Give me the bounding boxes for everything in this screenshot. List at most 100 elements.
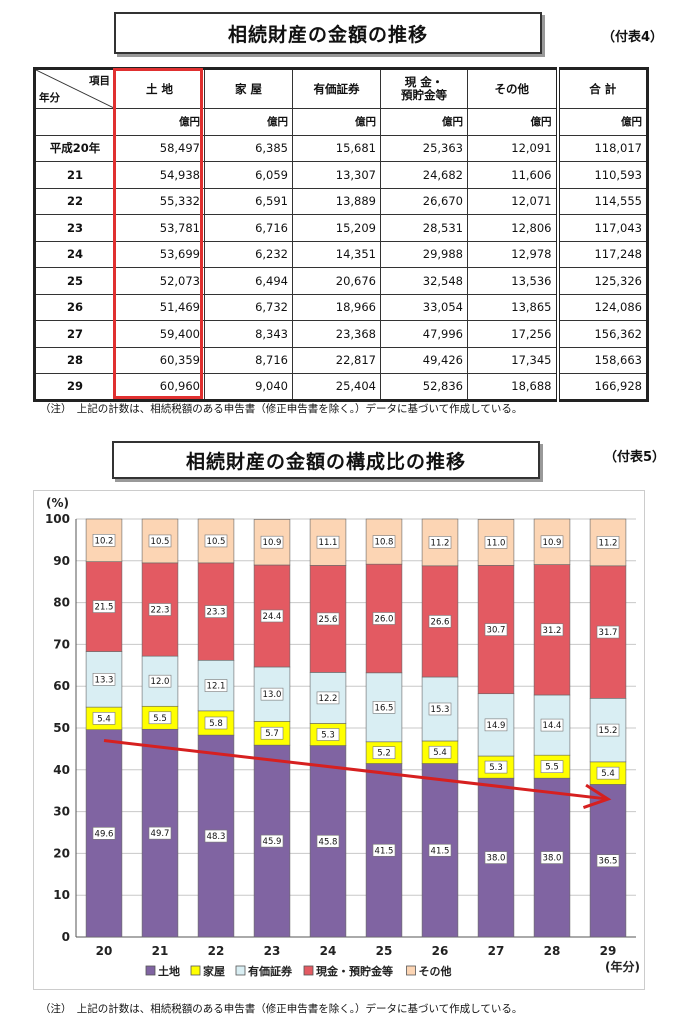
year-cell: 21 [34,161,115,189]
data-label: 10.5 [151,537,170,547]
unit-cell: 億円 [114,108,205,136]
data-label-box [540,535,564,549]
legend-label: 現金・預貯金等 [316,964,393,978]
value-cell: 125,326 [555,267,648,295]
unit-cell-empty [34,108,115,136]
legend-label: 土地 [158,964,180,978]
data-label: 15.3 [431,705,450,715]
value-cell: 8,343 [204,320,293,348]
data-label: 41.5 [431,846,450,856]
data-label-box [428,745,452,759]
data-label-box [92,712,116,725]
data-label-box [316,728,340,741]
inheritance-amount-table: 項目 年分 土 地 家 屋 有価証券 現 金・ 預貯金等 その他 合 計 億円 … [33,67,649,402]
data-label-box [540,851,564,864]
data-label-box [596,625,620,639]
data-label: 13.3 [95,675,114,685]
year-cell: 29 [34,373,115,401]
data-label-box [260,726,284,740]
col-header-total: 合 計 [555,68,648,109]
data-label: 16.5 [375,703,394,713]
value-cell: 166,928 [555,373,648,401]
data-label: 5.3 [489,763,503,773]
col-header-land: 土 地 [114,68,205,109]
value-cell: 53,699 [114,240,205,268]
value-cell: 124,086 [555,293,648,321]
table-header-row: 項目 年分 土 地 家 屋 有価証券 現 金・ 預貯金等 その他 合 計 [34,68,648,109]
x-tick-label: 27 [488,944,505,958]
unit-cell: 億円 [204,108,293,136]
value-cell: 32,548 [380,267,468,295]
data-label-box [204,605,228,618]
data-label-box [428,615,452,628]
value-cell: 49,426 [380,346,468,374]
unit-cell: 億円 [292,108,381,136]
value-cell: 28,531 [380,214,468,242]
value-cell: 58,497 [114,134,205,162]
year-cell: 23 [34,214,115,242]
value-cell: 9,040 [204,373,293,401]
chart-ref-label: （付表5） [604,450,666,465]
year-cell: 平成20年 [34,134,115,162]
data-label: 11.2 [599,538,618,548]
corner-item-label: 項目 [89,75,110,87]
unit-row: 億円 億円 億円 億円 億円 億円 [34,108,648,136]
table-row: 23 53,781 6,716 15,209 28,531 12,806 117,043 [34,214,648,242]
x-tick-label: 24 [320,944,337,958]
value-cell: 6,232 [204,240,293,268]
data-label-box [484,760,508,774]
data-label: 15.2 [599,726,618,736]
data-label-box [260,535,284,549]
value-cell: 156,362 [555,320,648,348]
y-axis-label: (%) [46,496,69,510]
data-label-box [428,843,452,857]
data-label: 11.0 [487,538,506,548]
data-label: 5.4 [601,769,615,779]
value-cell: 17,256 [467,320,558,348]
data-label-box [204,534,228,548]
table-row: 27 59,400 8,343 23,368 47,996 17,256 156,362 [34,320,648,348]
col-header-building: 家 屋 [204,68,293,109]
data-label-box [148,674,172,688]
y-tick-label: 30 [53,805,70,819]
legend-swatch [406,965,416,976]
x-axis-label: (年分) [605,959,640,974]
table-note: （注） 上記の計数は、相続税額のある申告書（修正申告書を除く。）データに基づいて… [40,403,523,415]
y-tick-label: 60 [53,679,70,693]
data-label: 5.7 [265,729,279,739]
data-label: 24.4 [263,612,282,622]
value-cell: 14,351 [292,240,381,268]
value-cell: 33,054 [380,293,468,321]
data-label-box [316,834,340,848]
data-label-box [484,623,508,636]
value-cell: 13,536 [467,267,558,295]
data-label-box [204,679,228,692]
data-label-box [260,834,284,848]
data-label-box [372,746,396,759]
y-tick-label: 80 [53,596,70,610]
data-label: 5.3 [321,730,335,740]
data-label: 12.1 [207,682,226,692]
value-cell: 8,716 [204,346,293,374]
value-cell: 6,732 [204,293,293,321]
corner-diagonal [36,70,114,108]
year-cell: 25 [34,267,115,295]
y-tick-label: 90 [53,554,70,568]
value-cell: 6,591 [204,187,293,215]
data-label: 26.0 [375,614,394,624]
legend-label: 有価証券 [248,964,293,978]
x-tick-label: 23 [264,944,281,958]
value-cell: 18,688 [467,373,558,401]
value-cell: 54,938 [114,161,205,189]
unit-cell: 億円 [555,108,648,136]
data-label: 36.5 [599,857,618,867]
value-cell: 59,400 [114,320,205,348]
data-label-box [148,826,172,840]
data-label-box [316,612,340,626]
data-label-box [484,536,508,549]
unit-cell: 億円 [380,108,468,136]
y-tick-label: 0 [62,930,70,944]
col-header-cash: 現 金・ 預貯金等 [380,68,468,109]
data-label: 11.2 [431,538,450,548]
value-cell: 22,817 [292,346,381,374]
